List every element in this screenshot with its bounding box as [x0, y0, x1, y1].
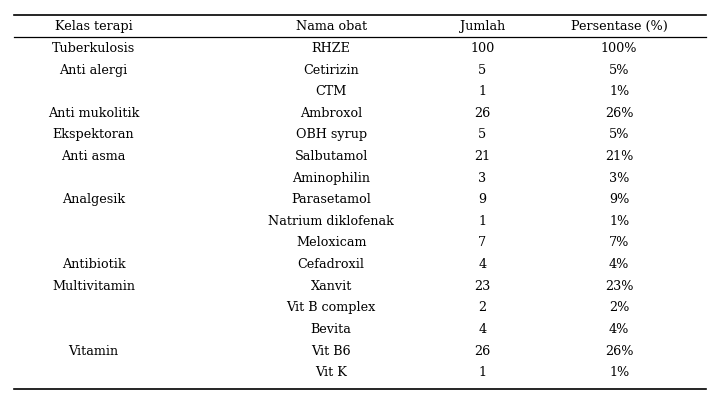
- Text: Anti alergi: Anti alergi: [60, 63, 127, 77]
- Text: Anti asma: Anti asma: [61, 150, 126, 163]
- Text: 5: 5: [478, 63, 487, 77]
- Text: 4: 4: [478, 322, 487, 335]
- Text: 1%: 1%: [609, 365, 629, 378]
- Text: 100%: 100%: [601, 42, 637, 55]
- Text: OBH syrup: OBH syrup: [296, 128, 366, 141]
- Text: 4: 4: [478, 257, 487, 270]
- Text: Parasetamol: Parasetamol: [292, 193, 371, 206]
- Text: Nama obat: Nama obat: [296, 20, 366, 33]
- Text: 2: 2: [478, 301, 487, 314]
- Text: Persentase (%): Persentase (%): [571, 20, 667, 33]
- Text: Antibiotik: Antibiotik: [62, 257, 125, 270]
- Text: 23: 23: [474, 279, 490, 292]
- Text: 1: 1: [478, 215, 487, 227]
- Text: Vit B6: Vit B6: [311, 344, 351, 356]
- Text: Tuberkulosis: Tuberkulosis: [52, 42, 135, 55]
- Text: Meloxicam: Meloxicam: [296, 236, 366, 249]
- Text: Ambroxol: Ambroxol: [300, 107, 362, 119]
- Text: Vit K: Vit K: [315, 365, 347, 378]
- Text: 1: 1: [478, 85, 487, 98]
- Text: 1%: 1%: [609, 85, 629, 98]
- Text: 1: 1: [478, 365, 487, 378]
- Text: Vitamin: Vitamin: [68, 344, 119, 356]
- Text: Vit B complex: Vit B complex: [287, 301, 376, 314]
- Text: Jumlah: Jumlah: [460, 20, 505, 33]
- Text: Cetirizin: Cetirizin: [303, 63, 359, 77]
- Text: Bevita: Bevita: [311, 322, 351, 335]
- Text: Ekspektoran: Ekspektoran: [53, 128, 135, 141]
- Text: 21%: 21%: [605, 150, 634, 163]
- Text: 9: 9: [478, 193, 487, 206]
- Text: 21: 21: [474, 150, 490, 163]
- Text: 5: 5: [478, 128, 487, 141]
- Text: 1%: 1%: [609, 215, 629, 227]
- Text: 9%: 9%: [609, 193, 629, 206]
- Text: 4%: 4%: [609, 322, 629, 335]
- Text: RHZE: RHZE: [312, 42, 351, 55]
- Text: Natrium diklofenak: Natrium diklofenak: [269, 215, 394, 227]
- Text: Salbutamol: Salbutamol: [294, 150, 368, 163]
- Text: Xanvit: Xanvit: [310, 279, 352, 292]
- Text: 26%: 26%: [605, 107, 634, 119]
- Text: 26: 26: [474, 107, 490, 119]
- Text: CTM: CTM: [315, 85, 347, 98]
- Text: Kelas terapi: Kelas terapi: [55, 20, 132, 33]
- Text: 100: 100: [470, 42, 495, 55]
- Text: 3%: 3%: [609, 171, 629, 184]
- Text: 5%: 5%: [609, 63, 629, 77]
- Text: Aminophilin: Aminophilin: [292, 171, 370, 184]
- Text: 7: 7: [478, 236, 487, 249]
- Text: 23%: 23%: [605, 279, 634, 292]
- Text: Analgesik: Analgesik: [62, 193, 125, 206]
- Text: 2%: 2%: [609, 301, 629, 314]
- Text: Cefadroxil: Cefadroxil: [297, 257, 365, 270]
- Text: 5%: 5%: [609, 128, 629, 141]
- Text: Multivitamin: Multivitamin: [52, 279, 135, 292]
- Text: 26: 26: [474, 344, 490, 356]
- Text: 3: 3: [478, 171, 487, 184]
- Text: 4%: 4%: [609, 257, 629, 270]
- Text: 7%: 7%: [609, 236, 629, 249]
- Text: Anti mukolitik: Anti mukolitik: [48, 107, 139, 119]
- Text: 26%: 26%: [605, 344, 634, 356]
